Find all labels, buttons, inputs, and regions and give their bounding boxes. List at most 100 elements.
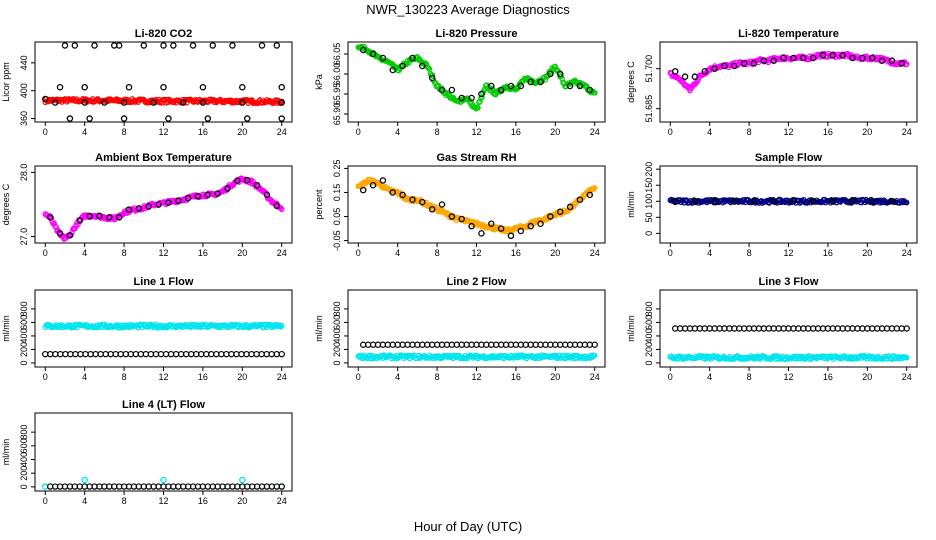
data-point (125, 83, 133, 91)
data-point (135, 205, 143, 212)
data-point (97, 350, 104, 358)
data-point (839, 52, 846, 59)
x-tick-label: 20 (237, 127, 247, 137)
data-point (369, 50, 377, 58)
data-layer (355, 176, 598, 240)
panel-3: Ambient Box Temperature degrees C 0 4 8 12 16 2… (1, 152, 293, 258)
data-point (849, 198, 856, 205)
data-point (537, 78, 544, 86)
y-tick-label: 400 (332, 328, 342, 343)
data-point (419, 198, 426, 206)
y-tick-label: 800 (644, 301, 654, 316)
data-point (273, 350, 280, 358)
x-tick-label: 24 (277, 248, 287, 258)
data-point (576, 196, 584, 203)
data-point (448, 213, 456, 220)
data-point (547, 70, 554, 78)
x-tick-label: 12 (158, 496, 168, 506)
data-point (517, 227, 525, 235)
data-point (591, 89, 598, 96)
x-tick-label: 20 (862, 127, 872, 137)
y-tick-label: 0.25 (332, 160, 342, 178)
y-tick-label: 66.05 (332, 43, 342, 66)
data-point (507, 82, 515, 90)
panel-title: Li-820 CO2 (135, 28, 192, 40)
data-point (167, 350, 175, 358)
y-tick-label: 800 (19, 425, 29, 440)
x-tick-label: 24 (902, 248, 912, 258)
data-point (458, 215, 465, 223)
data-point (238, 350, 245, 358)
data-point (137, 350, 145, 358)
data-point (67, 350, 74, 358)
x-tick-label: 16 (823, 127, 833, 137)
data-layer (355, 43, 598, 112)
data-point (488, 82, 495, 90)
series-black (360, 341, 598, 348)
series-red (42, 96, 285, 107)
data-point (586, 86, 594, 94)
data-point (468, 222, 475, 230)
x-tick-label: 12 (158, 127, 168, 137)
data-point (81, 99, 88, 106)
data-point (160, 476, 167, 484)
x-tick-label: 0 (356, 127, 361, 137)
data-point (199, 99, 207, 106)
data-point (829, 198, 837, 205)
y-tick-label: 0 (19, 484, 29, 489)
panel-title: Sample Flow (755, 152, 823, 164)
data-point (72, 350, 79, 358)
data-layer (42, 175, 285, 242)
data-point (150, 99, 157, 106)
y-axis-label: degrees C (1, 183, 11, 225)
data-point (92, 350, 99, 358)
data-point (204, 115, 212, 122)
data-point (770, 57, 777, 64)
y-tick-label: 0.05 (332, 208, 342, 226)
data-point (172, 350, 180, 358)
y-tick-label: 600 (332, 315, 342, 330)
x-tick-label: 24 (277, 372, 287, 382)
data-point (760, 57, 768, 64)
data-point (243, 115, 251, 122)
panel-title: Line 1 Flow (134, 276, 194, 288)
data-layer (667, 50, 910, 94)
data-point (740, 60, 748, 67)
data-point (208, 350, 215, 358)
series-cyan (42, 476, 285, 490)
panel-title: Li-820 Pressure (436, 28, 518, 40)
data-point (790, 198, 797, 205)
data-point (268, 350, 275, 358)
data-point (497, 86, 505, 94)
x-tick-label: 0 (43, 127, 48, 137)
data-point (517, 82, 525, 90)
y-tick-label: 51.700 (644, 55, 654, 83)
data-point (278, 99, 285, 106)
data-point (711, 198, 718, 205)
data-point (209, 42, 217, 49)
data-point (859, 54, 866, 62)
data-point (428, 206, 436, 213)
data-point (61, 42, 69, 49)
data-point (239, 99, 246, 106)
data-point (389, 189, 397, 196)
data-point (142, 350, 150, 358)
x-tick-label: 0 (356, 248, 361, 258)
panel-title: Gas Stream RH (436, 152, 516, 164)
y-axis-label: ml/min (626, 315, 636, 342)
data-point (175, 197, 182, 204)
panel-title: Line 4 (LT) Flow (122, 399, 205, 411)
data-point (537, 220, 544, 227)
data-point (132, 350, 140, 358)
data-point (263, 191, 271, 199)
data-point (106, 214, 113, 221)
data-point (556, 208, 564, 215)
data-point (547, 213, 554, 220)
data-point (878, 57, 886, 64)
x-tick-label: 24 (590, 372, 600, 382)
data-point (590, 186, 597, 192)
data-point (488, 220, 495, 227)
data-point (248, 350, 255, 358)
data-point (258, 350, 265, 358)
